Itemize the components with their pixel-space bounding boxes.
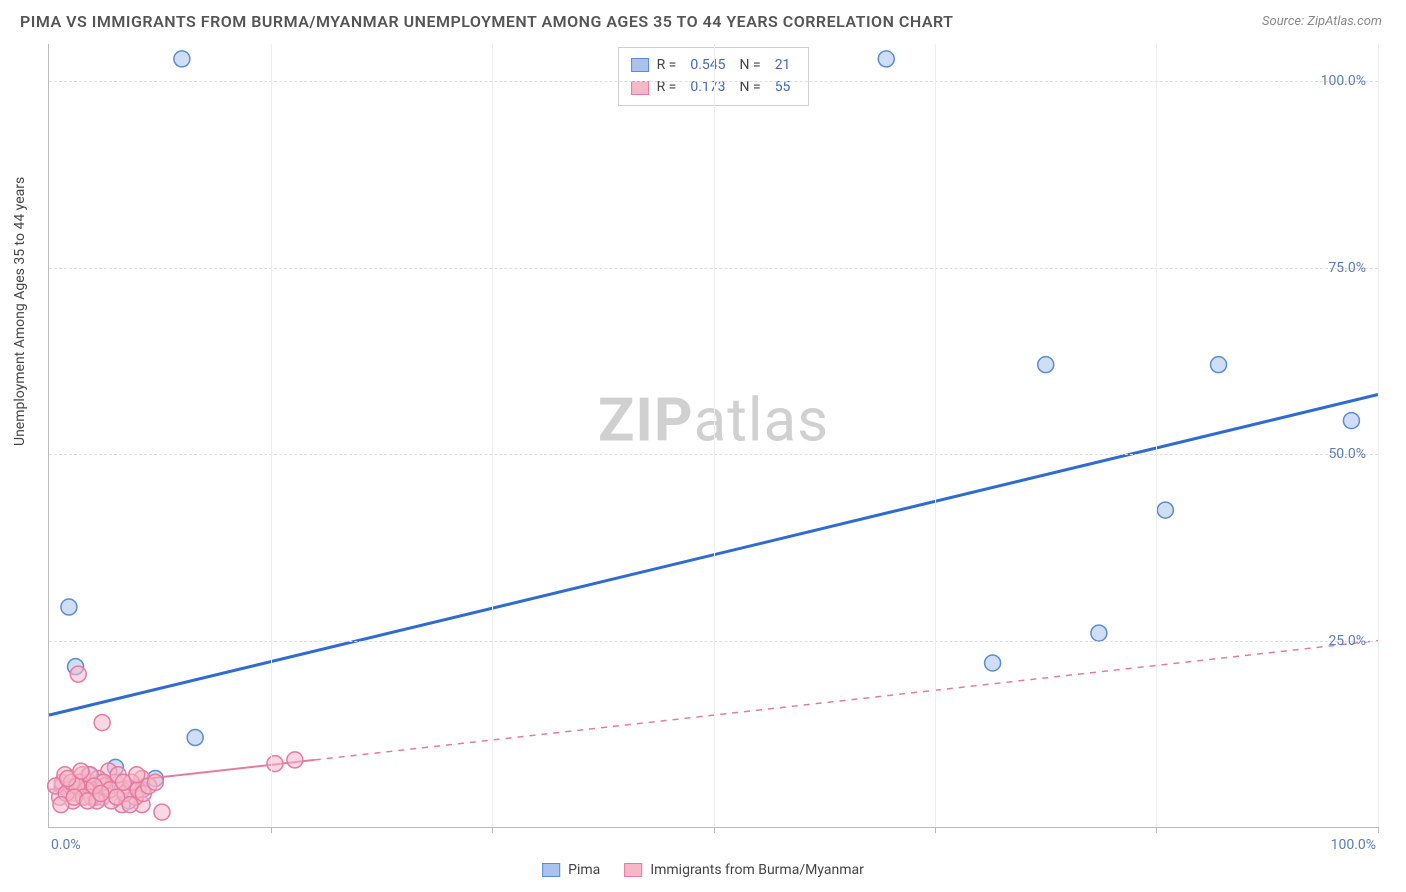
data-point xyxy=(287,752,303,768)
grid-line-v xyxy=(492,44,493,827)
series-legend: Pima Immigrants from Burma/Myanmar xyxy=(542,862,864,878)
grid-line-v xyxy=(271,44,272,827)
data-point xyxy=(1157,502,1173,518)
data-point xyxy=(1091,625,1107,641)
data-point xyxy=(70,666,86,682)
x-tick-max: 100.0% xyxy=(1331,837,1376,853)
data-point xyxy=(73,763,89,779)
data-point xyxy=(94,715,110,731)
data-point xyxy=(93,785,109,801)
x-tick xyxy=(492,827,493,833)
x-tick xyxy=(935,827,936,833)
grid-line-v xyxy=(714,44,715,827)
data-point xyxy=(147,774,163,790)
x-tick-min: 0.0% xyxy=(51,837,81,853)
legend-label: Immigrants from Burma/Myanmar xyxy=(650,862,864,878)
x-tick xyxy=(1378,827,1379,833)
data-point xyxy=(61,599,77,615)
data-point xyxy=(878,51,894,67)
data-point xyxy=(174,51,190,67)
legend-item: Pima xyxy=(542,862,600,878)
data-point xyxy=(267,756,283,772)
data-point xyxy=(1211,357,1227,373)
x-tick xyxy=(1156,827,1157,833)
y-axis-label: Unemployment Among Ages 35 to 44 years xyxy=(12,177,28,446)
source-label: Source: ZipAtlas.com xyxy=(1262,14,1382,29)
data-point xyxy=(122,797,138,813)
data-point xyxy=(985,655,1001,671)
plot-area: ZIPatlas R =0.545N =21R =0.173N =55 0.0%… xyxy=(48,44,1378,828)
data-point xyxy=(1038,357,1054,373)
x-tick xyxy=(714,827,715,833)
y-tick-label: 25.0% xyxy=(1328,633,1366,649)
chart-title: PIMA VS IMMIGRANTS FROM BURMA/MYANMAR UN… xyxy=(20,12,954,31)
grid-line-v xyxy=(935,44,936,827)
legend-label: Pima xyxy=(568,862,600,878)
data-point xyxy=(154,804,170,820)
x-tick xyxy=(271,827,272,833)
grid-line-v xyxy=(1156,44,1157,827)
grid-line-v xyxy=(1378,44,1379,827)
y-tick-label: 50.0% xyxy=(1328,446,1366,462)
data-point xyxy=(187,730,203,746)
legend-item: Immigrants from Burma/Myanmar xyxy=(624,862,864,878)
data-point xyxy=(1343,413,1359,429)
y-tick-label: 75.0% xyxy=(1328,260,1366,276)
y-tick-label: 100.0% xyxy=(1321,73,1366,89)
trend-line-ext xyxy=(315,641,1378,760)
legend-swatch xyxy=(624,863,642,877)
legend-swatch xyxy=(542,863,560,877)
